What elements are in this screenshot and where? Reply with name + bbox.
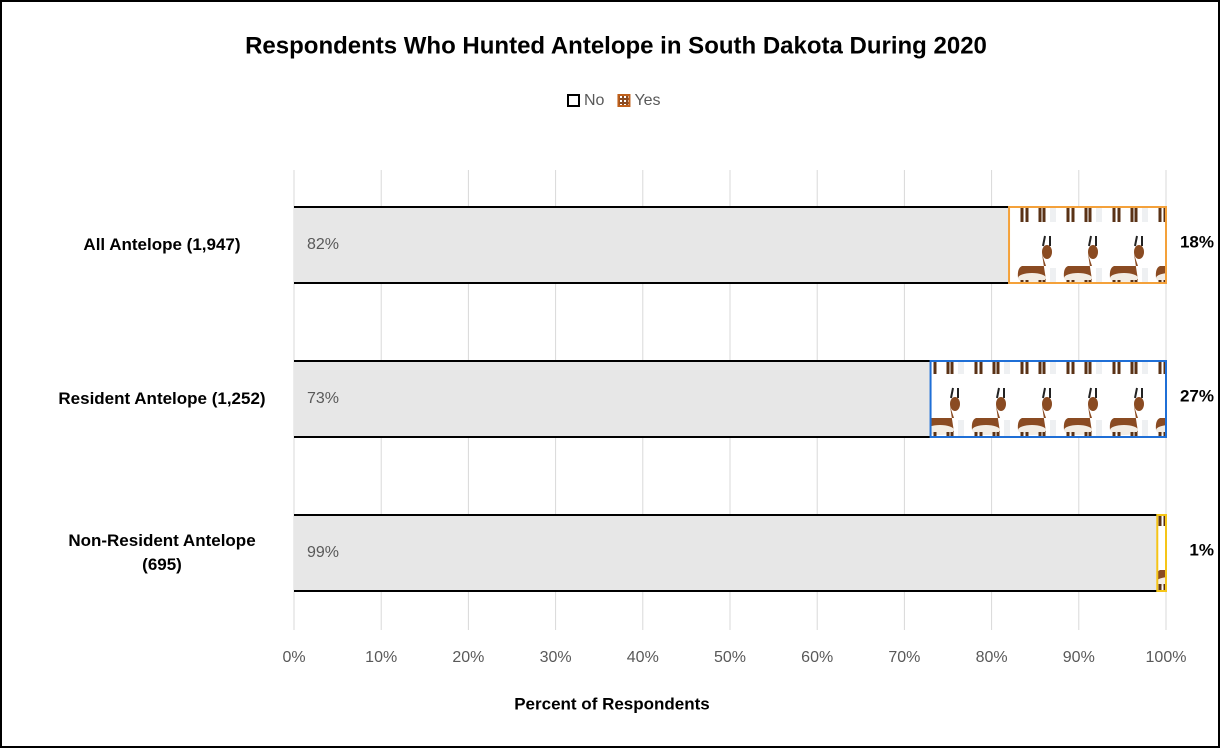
x-tick-label: 70% bbox=[888, 649, 920, 666]
chart-title: Respondents Who Hunted Antelope in South… bbox=[245, 32, 987, 59]
legend-marker bbox=[567, 94, 580, 107]
x-tick-label: 80% bbox=[976, 649, 1008, 666]
x-tick-label: 20% bbox=[452, 649, 484, 666]
value-label: 18% bbox=[1180, 232, 1214, 251]
x-tick-label: 90% bbox=[1063, 649, 1095, 666]
value-label: 27% bbox=[1180, 386, 1214, 405]
bar bbox=[294, 515, 1158, 591]
bar bbox=[1156, 514, 1168, 592]
bar bbox=[929, 360, 1167, 438]
value-label: 1% bbox=[1189, 540, 1214, 559]
value-label: 73% bbox=[307, 390, 339, 407]
x-tick-label: 10% bbox=[365, 649, 397, 666]
legend-label: No bbox=[584, 92, 605, 109]
y-tick-label: Non-Resident Antelope (695) bbox=[68, 531, 256, 574]
x-tick-label: 50% bbox=[714, 649, 746, 666]
value-label: 82% bbox=[307, 236, 339, 253]
x-tick-label: 100% bbox=[1146, 649, 1187, 666]
x-axis-title: Percent of Respondents bbox=[514, 694, 710, 713]
x-tick-label: 0% bbox=[282, 649, 305, 666]
bar bbox=[1008, 206, 1167, 284]
y-tick-label: Resident Antelope (1,252) bbox=[58, 389, 266, 408]
x-tick-label: 40% bbox=[627, 649, 659, 666]
legend-marker bbox=[617, 94, 631, 107]
x-tick-label: 30% bbox=[540, 649, 572, 666]
legend-label: Yes bbox=[634, 92, 660, 109]
x-tick-label: 60% bbox=[801, 649, 833, 666]
y-tick-label: All Antelope (1,947) bbox=[83, 235, 241, 254]
bar bbox=[294, 361, 931, 437]
bar bbox=[294, 207, 1010, 283]
value-label: 99% bbox=[307, 544, 339, 561]
